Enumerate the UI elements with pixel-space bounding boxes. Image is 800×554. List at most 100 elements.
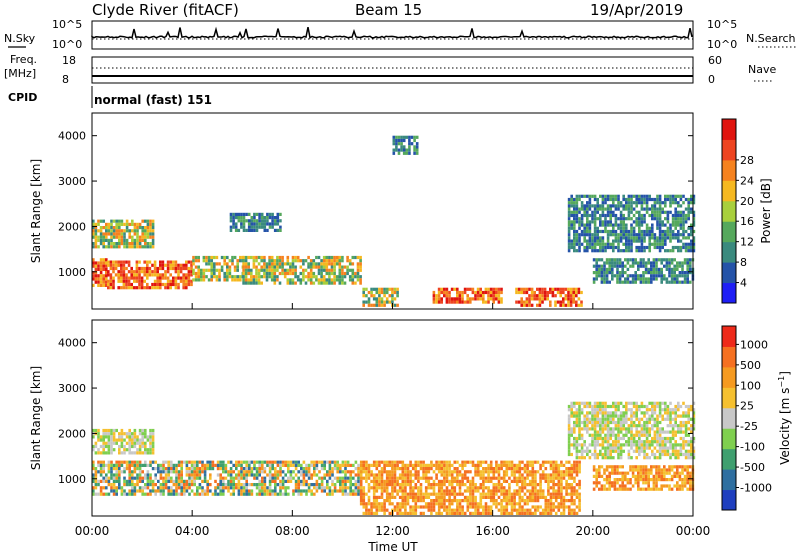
- range-gate-cell: [567, 492, 571, 496]
- range-gate-cell: [380, 290, 384, 295]
- range-gate-cell: [125, 463, 129, 467]
- range-gate-cell: [661, 236, 664, 240]
- range-gate-cell: [690, 436, 693, 441]
- range-gate-cell: [440, 505, 444, 509]
- range-gate-cell: [250, 255, 253, 260]
- range-gate-cell: [97, 238, 100, 242]
- range-gate-cell: [125, 273, 128, 277]
- range-gate-cell: [110, 467, 113, 471]
- range-gate-cell: [260, 268, 263, 272]
- range-gate-cell: [320, 460, 324, 464]
- range-gate-cell: [415, 135, 419, 139]
- range-gate-cell: [661, 401, 664, 405]
- range-gate-cell: [296, 259, 300, 263]
- range-gate-cell: [406, 495, 410, 499]
- range-gate-cell: [565, 489, 568, 493]
- range-gate-cell: [164, 483, 168, 487]
- range-gate-cell: [97, 235, 100, 239]
- range-gate-cell: [466, 499, 470, 503]
- range-gate-cell: [135, 286, 139, 290]
- range-gate-cell: [651, 440, 654, 444]
- range-gate-cell: [258, 489, 261, 493]
- range-gate-cell: [614, 223, 618, 227]
- range-gate-cell: [627, 204, 631, 208]
- range-gate-cell: [344, 467, 347, 471]
- range-gate-cell: [357, 483, 360, 487]
- range-gate-cell: [120, 438, 124, 442]
- range-gate-cell: [560, 476, 563, 480]
- range-gate-cell: [110, 438, 113, 442]
- range-gate-cell: [248, 463, 251, 467]
- range-gate-cell: [250, 473, 254, 477]
- range-gate-cell: [206, 463, 209, 467]
- range-gate-cell: [159, 467, 163, 471]
- range-gate-cell: [278, 255, 282, 260]
- range-gate-cell: [372, 460, 376, 464]
- range-gate-cell: [593, 417, 597, 421]
- range-gate-cell: [362, 467, 366, 471]
- range-gate-cell: [388, 495, 392, 499]
- range-gate-cell: [112, 483, 116, 487]
- range-gate-cell: [367, 297, 371, 301]
- range-gate-cell: [652, 271, 656, 275]
- nave-label: Nave: [748, 63, 776, 76]
- range-gate-cell: [118, 245, 121, 249]
- range-gate-cell: [372, 489, 376, 493]
- range-gate-cell: [614, 408, 618, 412]
- range-gate-cell: [164, 282, 167, 287]
- range-gate-cell: [94, 428, 98, 433]
- range-gate-cell: [229, 483, 233, 487]
- range-gate-cell: [586, 220, 589, 224]
- range-gate-cell: [266, 473, 269, 477]
- range-gate-cell: [614, 449, 618, 453]
- range-gate-cell: [92, 274, 95, 278]
- range-gate-cell: [487, 479, 490, 483]
- range-gate-cell: [570, 443, 573, 447]
- range-gate-cell: [359, 473, 363, 477]
- range-gate-cell: [588, 233, 592, 237]
- range-gate-cell: [575, 414, 579, 418]
- range-gate-cell: [643, 414, 646, 418]
- range-gate-cell: [123, 451, 126, 455]
- range-gate-cell: [335, 255, 339, 260]
- range-gate-cell: [164, 479, 168, 483]
- range-gate-cell: [180, 463, 183, 467]
- range-gate-cell: [166, 270, 170, 274]
- range-gate-cell: [461, 483, 464, 487]
- range-gate-cell: [458, 300, 462, 304]
- range-gate-cell: [644, 261, 648, 265]
- range-gate-cell: [484, 502, 488, 506]
- range-gate-cell: [296, 275, 300, 279]
- range-gate-cell: [432, 505, 436, 509]
- range-gate-cell: [305, 492, 308, 496]
- range-gate-cell: [97, 261, 100, 265]
- range-gate-cell: [279, 460, 282, 464]
- range-gate-cell: [268, 460, 272, 464]
- range-gate-cell: [198, 473, 202, 477]
- range-gate-cell: [396, 502, 399, 506]
- range-gate-cell: [591, 436, 594, 441]
- range-gate-cell: [596, 217, 599, 221]
- range-gate-cell: [596, 233, 599, 237]
- range-gate-cell: [125, 282, 128, 287]
- range-gate-cell: [591, 408, 594, 412]
- range-gate-cell: [640, 220, 644, 224]
- range-gate-cell: [596, 414, 599, 418]
- range-gate-cell: [523, 303, 526, 307]
- range-gate-cell: [635, 239, 638, 243]
- range-gate-cell: [422, 511, 425, 515]
- range-gate-cell: [218, 268, 221, 272]
- range-gate-cell: [317, 271, 321, 276]
- range-gate-cell: [164, 270, 167, 274]
- range-gate-cell: [419, 489, 423, 493]
- range-gate-cell: [281, 268, 284, 272]
- range-gate-cell: [635, 411, 638, 415]
- range-gate-cell: [671, 249, 675, 253]
- range-gate-cell: [266, 219, 269, 223]
- range-gate-cell: [437, 502, 441, 506]
- range-gate-cell: [570, 495, 574, 499]
- range-gate-cell: [453, 508, 457, 512]
- range-gate-cell: [344, 486, 347, 490]
- range-gate-cell: [656, 420, 659, 425]
- range-gate-cell: [635, 440, 638, 444]
